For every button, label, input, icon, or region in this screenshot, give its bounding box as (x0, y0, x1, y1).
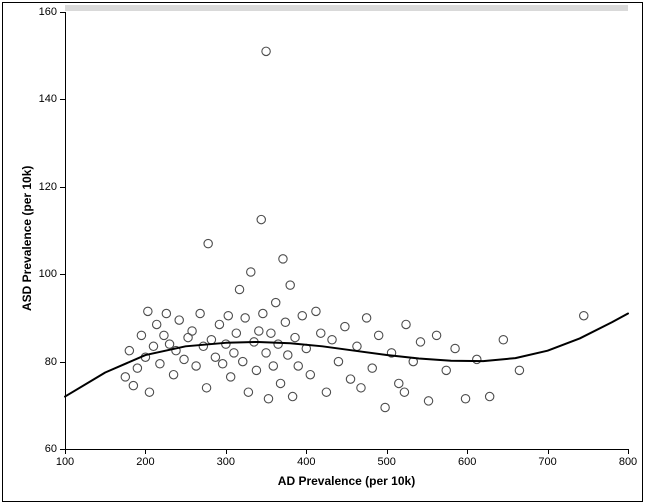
plot-area (65, 12, 628, 449)
x-tick-label: 600 (458, 456, 476, 468)
x-tick-label: 100 (56, 456, 74, 468)
y-axis-title: ASD Prevalence (per 10k) (20, 165, 34, 310)
x-tick (65, 449, 66, 454)
x-tick-label: 800 (619, 456, 637, 468)
y-tick-label: 160 (39, 6, 57, 18)
x-tick (467, 449, 468, 454)
y-tick (60, 12, 65, 13)
x-tick (548, 449, 549, 454)
x-tick (628, 449, 629, 454)
x-tick-label: 400 (297, 456, 315, 468)
x-tick-label: 300 (217, 456, 235, 468)
x-tick (145, 449, 146, 454)
x-axis-title: AD Prevalence (per 10k) (278, 474, 415, 488)
scatter-chart: 100 200 300 400 500 600 700 800 60 80 100 120 140 160… (0, 0, 645, 504)
x-axis-line (65, 449, 628, 450)
y-tick (60, 274, 65, 275)
top-bar (65, 5, 628, 11)
x-tick-label: 500 (378, 456, 396, 468)
y-tick (60, 362, 65, 363)
y-tick-label: 60 (45, 443, 57, 455)
y-tick-label: 120 (39, 181, 57, 193)
fit-curve (65, 12, 628, 449)
y-tick (60, 449, 65, 450)
y-tick (60, 187, 65, 188)
y-tick-label: 80 (45, 356, 57, 368)
y-axis-line (65, 12, 66, 449)
x-tick (306, 449, 307, 454)
y-tick-label: 140 (39, 93, 57, 105)
y-tick-label: 100 (39, 268, 57, 280)
x-tick (226, 449, 227, 454)
y-tick (60, 99, 65, 100)
x-tick-label: 200 (136, 456, 154, 468)
x-tick (387, 449, 388, 454)
x-tick-label: 700 (538, 456, 556, 468)
